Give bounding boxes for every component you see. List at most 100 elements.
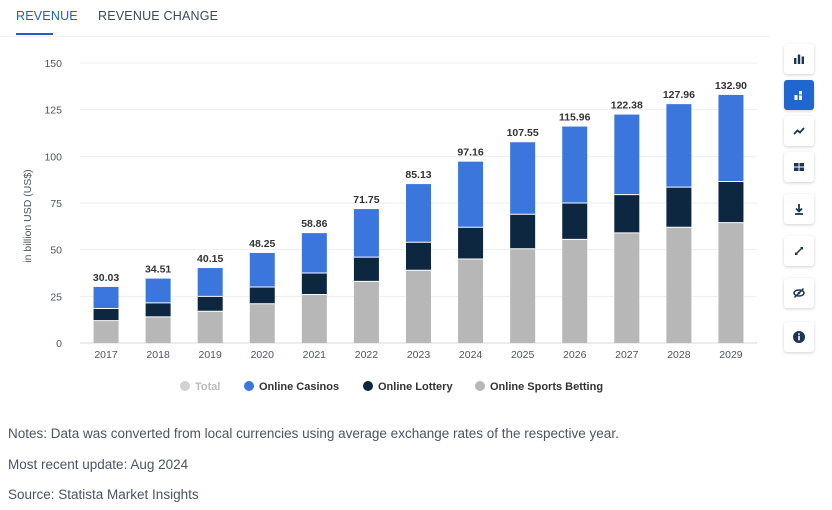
total-data-label: 132.90 (715, 80, 747, 92)
y-tick-label: 50 (50, 245, 62, 257)
bar-online-lottery[interactable] (562, 203, 588, 240)
y-tick-label: 25 (50, 291, 62, 303)
bar-online-casinos[interactable] (718, 94, 744, 182)
x-tick-label: 2020 (251, 349, 275, 361)
x-tick-label: 2017 (94, 349, 118, 361)
bar-online-casinos[interactable] (145, 278, 171, 303)
y-tick-label: 100 (44, 151, 62, 163)
total-data-label: 48.25 (249, 238, 275, 250)
table-icon (794, 163, 804, 171)
bar-online-lottery[interactable] (614, 194, 640, 233)
total-data-label: 71.75 (353, 194, 379, 206)
bar-online-lottery[interactable] (249, 287, 275, 304)
bar-online-sports-betting[interactable] (301, 294, 327, 343)
bar-online-sports-betting[interactable] (510, 248, 536, 343)
legend-item-online-casinos[interactable]: Online Casinos (244, 381, 339, 393)
bar-online-sports-betting[interactable] (406, 270, 431, 343)
x-tick-label: 2026 (563, 349, 587, 361)
bar-chart-icon (794, 54, 804, 64)
active-tab-indicator (16, 33, 53, 35)
bar-online-sports-betting[interactable] (249, 303, 275, 343)
bar-online-casinos[interactable] (562, 126, 588, 203)
total-data-label: 97.16 (457, 147, 483, 159)
x-tick-label: 2023 (407, 349, 431, 361)
legend-item-online-lottery[interactable]: Online Lottery (363, 381, 453, 393)
total-data-label: 127.96 (663, 89, 695, 101)
bar-online-casinos[interactable] (458, 161, 484, 228)
bar-online-casinos[interactable] (406, 184, 431, 243)
legend-marker (363, 381, 373, 391)
line-chart-button[interactable] (784, 116, 814, 146)
tab-bar: REVENUE REVENUE CHANGE (0, 0, 832, 36)
bar-online-lottery[interactable] (406, 242, 431, 271)
bar-online-sports-betting[interactable] (353, 281, 379, 343)
legend-marker (244, 381, 254, 391)
bar-online-sports-betting[interactable] (614, 232, 640, 343)
bar-online-sports-betting[interactable] (562, 239, 588, 343)
bar-online-sports-betting[interactable] (145, 316, 171, 343)
bar-online-sports-betting[interactable] (718, 222, 744, 343)
total-data-label: 34.51 (145, 264, 171, 276)
bar-online-casinos[interactable] (353, 209, 379, 258)
bar-online-lottery[interactable] (197, 296, 223, 312)
total-data-label: 122.38 (611, 100, 643, 112)
download-icon (795, 204, 803, 215)
bar-online-lottery[interactable] (510, 214, 536, 249)
y-tick-label: 125 (44, 105, 62, 117)
info-button[interactable] (784, 322, 814, 352)
hide-icon (793, 287, 805, 299)
bar-chart-button[interactable] (784, 44, 814, 74)
tab-revenue-change[interactable]: REVENUE CHANGE (98, 9, 219, 23)
tab-divider (0, 36, 770, 37)
stacked-bar-button[interactable] (784, 80, 814, 110)
total-data-label: 58.86 (301, 218, 327, 230)
bar-online-sports-betting[interactable] (458, 259, 484, 343)
line-chart-icon (793, 127, 805, 135)
total-data-label: 30.03 (93, 272, 119, 284)
chart-source: Source: Statista Market Insights (8, 487, 199, 502)
table-view-button[interactable] (784, 152, 814, 182)
bar-online-casinos[interactable] (666, 104, 692, 188)
chart-notes: Notes: Data was converted from local cur… (8, 426, 619, 441)
legend-label: Online Sports Betting (490, 381, 603, 393)
recent-update: Most recent update: Aug 2024 (8, 457, 189, 472)
bar-online-lottery[interactable] (145, 302, 171, 317)
bar-online-sports-betting[interactable] (197, 311, 223, 343)
download-button[interactable] (784, 194, 814, 224)
bar-online-sports-betting[interactable] (93, 320, 119, 343)
tab-revenue[interactable]: REVENUE (16, 9, 78, 23)
bar-online-casinos[interactable] (249, 252, 275, 287)
x-tick-label: 2018 (146, 349, 170, 361)
x-tick-label: 2024 (459, 349, 483, 361)
expand-icon (794, 246, 804, 256)
legend-label: Total (195, 381, 220, 393)
stacked-bar-icon (794, 91, 802, 100)
y-axis-label: in billion USD (US$) (22, 169, 34, 262)
x-tick-label: 2022 (355, 349, 379, 361)
bar-online-casinos[interactable] (197, 268, 223, 297)
legend-item-total[interactable]: Total (180, 381, 220, 393)
expand-button[interactable] (784, 236, 814, 266)
hide-button[interactable] (784, 278, 814, 308)
legend-label: Online Casinos (259, 381, 339, 393)
bar-online-sports-betting[interactable] (666, 227, 692, 343)
bar-online-lottery[interactable] (353, 257, 379, 282)
total-data-label: 115.96 (559, 112, 591, 124)
bar-online-lottery[interactable] (666, 187, 692, 228)
total-data-label: 85.13 (405, 169, 431, 181)
legend-marker (180, 381, 190, 391)
total-data-label: 107.55 (507, 127, 539, 139)
bar-online-casinos[interactable] (614, 114, 640, 195)
x-tick-label: 2021 (303, 349, 327, 361)
bar-online-casinos[interactable] (301, 233, 327, 273)
y-tick-label: 0 (56, 338, 62, 350)
bar-online-casinos[interactable] (93, 286, 119, 309)
x-tick-label: 2025 (511, 349, 535, 361)
bar-online-lottery[interactable] (458, 227, 484, 259)
legend-item-online-sports-betting[interactable]: Online Sports Betting (475, 381, 603, 393)
bar-online-lottery[interactable] (301, 273, 327, 295)
bar-online-lottery[interactable] (93, 308, 119, 321)
x-tick-label: 2028 (667, 349, 691, 361)
bar-online-lottery[interactable] (718, 181, 744, 223)
bar-online-casinos[interactable] (510, 142, 536, 215)
